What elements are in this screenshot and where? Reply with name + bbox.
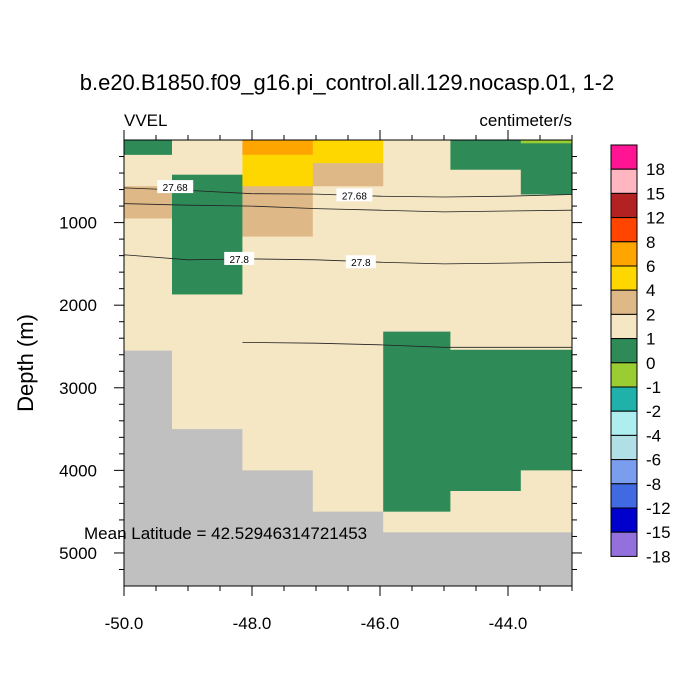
colorbar-swatch [610, 313, 638, 340]
contour-lines: 27.68 27.68 27.8 27.8 [123, 180, 573, 348]
colorbar-label: 4 [646, 281, 655, 300]
contour-label-box [336, 188, 373, 202]
heatmap-cell [242, 186, 314, 237]
variable-label: VVEL [124, 111, 167, 130]
x-tick-label: -48.0 [233, 614, 272, 633]
heatmap-cell [450, 169, 522, 351]
x-tick-label: -44.0 [489, 614, 528, 633]
colorbar-swatch [610, 362, 638, 388]
contour-label-box [224, 251, 255, 265]
colorbar-swatch [610, 338, 638, 364]
colorbar-swatch [610, 217, 638, 243]
colorbar-swatch [610, 459, 638, 485]
colorbar-label: 15 [646, 184, 665, 203]
heatmap-cell [520, 470, 573, 533]
colorbar-swatch [610, 289, 638, 315]
colorbar-swatch [610, 192, 638, 219]
heatmap-cell [242, 470, 314, 587]
y-axis-label: Depth (m) [13, 314, 38, 412]
heatmap-cell [520, 349, 573, 471]
colorbar-label: -2 [646, 402, 661, 421]
colorbar-swatch [610, 507, 638, 533]
contour-label-box [345, 255, 376, 269]
colorbar-swatch [610, 265, 638, 291]
contour-label: 27.8 [229, 255, 249, 266]
colorbar-swatch [610, 386, 638, 412]
heatmap-cell [383, 532, 451, 587]
y-axis: 1000 2000 3000 4000 5000 [59, 156, 582, 570]
heatmap-cell [124, 140, 173, 156]
y-tick-label: 2000 [59, 296, 97, 315]
colorbar-label: 0 [646, 354, 655, 373]
heatmap-cell [312, 511, 384, 587]
colorbar-label: 6 [646, 257, 655, 276]
heatmap-cell [450, 532, 522, 587]
contour-label: 27.68 [163, 183, 188, 194]
heatmap-cell [520, 194, 573, 351]
heatmap-cell [520, 143, 573, 195]
heatmap-cell [312, 163, 384, 187]
heatmap-cells [124, 140, 573, 587]
x-axis: -50.0 -48.0 -46.0 -44.0 [105, 130, 573, 633]
plot-frame [123, 139, 573, 587]
colorbar-label: 18 [646, 160, 665, 179]
colorbar-label: 8 [646, 233, 655, 252]
heatmap-cell [124, 218, 173, 351]
heatmap-cell [172, 174, 243, 295]
heatmap-cell [383, 140, 451, 332]
colorbar-swatch [610, 434, 638, 461]
colorbar-label: -12 [646, 499, 671, 518]
heatmap-cell [450, 491, 522, 533]
heatmap-cell [242, 236, 314, 471]
units-label: centimeter/s [479, 111, 572, 130]
colorbar-label: -4 [646, 426, 661, 445]
contour-label-box [157, 180, 194, 194]
colorbar-label: -15 [646, 523, 671, 542]
colorbar-swatch [610, 168, 638, 194]
x-tick-label: -50.0 [105, 614, 144, 633]
chart-title: b.e20.B1850.f09_g16.pi_control.all.129.n… [80, 70, 615, 95]
y-tick-label: 5000 [59, 544, 97, 563]
mean-latitude-annotation: Mean Latitude = 42.52946314721453 [84, 524, 367, 543]
heatmap-cell [172, 429, 243, 587]
colorbar-label: 12 [646, 209, 665, 228]
heatmap-cell [312, 186, 384, 512]
colorbar-swatch [610, 144, 638, 170]
contour-label: 27.8 [351, 258, 371, 269]
heatmap-cell [383, 331, 451, 512]
colorbar-label: -8 [646, 475, 661, 494]
colorbar: 18 15 12 8 6 4 2 1 0 -1 -2 -4 -6 -8 -12 -15 -18 [610, 144, 671, 566]
heatmap-cell [520, 532, 573, 587]
y-tick-label: 4000 [59, 461, 97, 480]
heatmap-cell [450, 140, 522, 171]
heatmap-cell [450, 349, 522, 492]
x-tick-label: -46.0 [361, 614, 400, 633]
heatmap-cell [312, 140, 384, 164]
heatmap-cell [124, 350, 173, 587]
colorbar-label: 1 [646, 330, 655, 349]
heatmap-cell [172, 140, 243, 175]
colorbar-swatch [610, 531, 638, 557]
colorbar-label: 2 [646, 305, 655, 324]
contour-line [242, 342, 572, 348]
contour-label: 27.68 [342, 191, 367, 202]
colorbar-swatch [610, 483, 638, 509]
y-tick-label: 1000 [59, 214, 97, 233]
colorbar-swatch [610, 241, 638, 267]
colorbar-label: -6 [646, 451, 661, 470]
colorbar-swatch [610, 410, 638, 436]
contour-line [123, 203, 573, 213]
heatmap-cell [242, 140, 314, 156]
y-tick-label: 3000 [59, 379, 97, 398]
heatmap-cell [383, 511, 451, 533]
heatmap-cell [242, 154, 314, 187]
heatmap-cell [520, 140, 573, 144]
colorbar-label: -1 [646, 378, 661, 397]
colorbar-label: -18 [646, 547, 671, 566]
heatmap-cell [172, 294, 243, 430]
